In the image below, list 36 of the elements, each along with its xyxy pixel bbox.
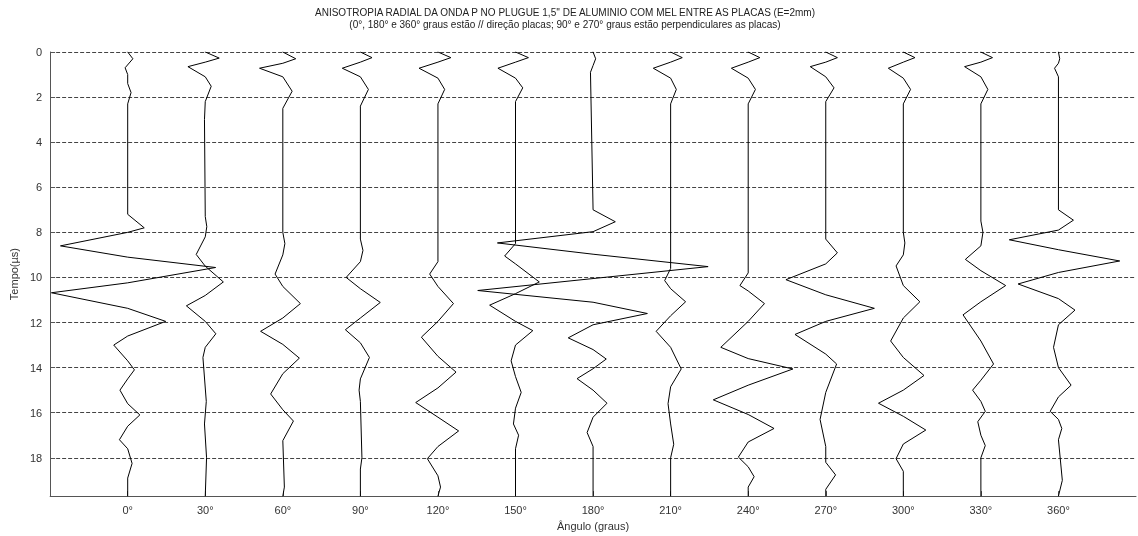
x-tick-label: 300° [891, 503, 915, 516]
x-tick-label: 30° [196, 503, 214, 516]
x-tick-label: 330° [969, 503, 993, 516]
line-series [962, 51, 1007, 497]
y-tick-label: 6 [36, 181, 43, 194]
y-tick-label: 8 [36, 226, 43, 239]
y-tick-label: 2 [36, 91, 43, 104]
y-tick-label: 12 [29, 316, 43, 329]
y-tick-label: 18 [29, 451, 43, 464]
y-tick-label: 16 [29, 406, 43, 419]
y-tick-label: 10 [29, 271, 43, 284]
chart-title: ANISOTROPIA RADIAL DA ONDA P NO PLUGUE 1,5'' DE ALUMINIO COM MEL ENTRE AS PLACAS (E=2mm) [315, 6, 815, 18]
x-tick-label: 60° [274, 503, 292, 516]
y-tick-label: 0 [36, 46, 43, 58]
y-tick-label: 14 [29, 361, 43, 374]
line-series [785, 51, 875, 497]
line-series [259, 51, 301, 497]
line-series [415, 51, 460, 497]
line-series [712, 51, 794, 497]
x-tick-label: 120° [426, 503, 450, 516]
y-tick-label: 4 [36, 136, 43, 149]
line-series [1008, 51, 1121, 497]
line-series [477, 51, 709, 497]
x-tick-label: 180° [581, 503, 605, 516]
x-tick-label: 270° [814, 503, 838, 516]
x-tick-label: 90° [352, 503, 369, 516]
line-series [341, 51, 381, 497]
x-tick-label: 240° [736, 503, 760, 516]
x-tick-label: 360° [1047, 503, 1070, 516]
x-tick-label: 0° [122, 503, 133, 516]
chart-subtitle: (0°, 180° e 360° graus estão // direção placas; 90° e 270° graus estão perpendiculares as placas) [349, 18, 781, 30]
y-axis-title: Tempo(µs) [7, 247, 20, 301]
line-series [877, 51, 927, 497]
x-axis-title: Ângulo (graus) [556, 519, 630, 532]
x-tick-label: 210° [659, 503, 683, 516]
x-tick-label: 150° [504, 503, 527, 516]
